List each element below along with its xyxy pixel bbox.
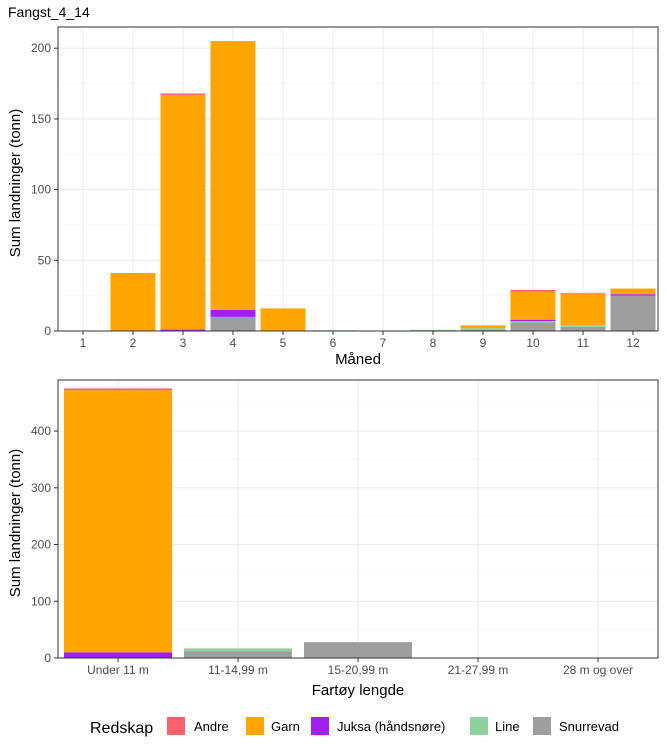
bar-garn-3 (160, 94, 206, 330)
y-axis-title: Sum landninger (tonn) (7, 449, 24, 597)
y-tick-label: 150 (31, 112, 51, 126)
x-tick-label-5: 5 (280, 336, 287, 350)
bar-snurrevad-9 (460, 329, 506, 331)
x-tick-label-11: 11 (577, 336, 590, 350)
legend: Redskap Andre Garn Juksa (håndsnøre) Lin… (90, 717, 619, 737)
bar-snurrevad-12 (610, 295, 656, 331)
bar-garn-2 (110, 273, 156, 331)
y-tick-label: 0 (44, 651, 51, 665)
x-tick-label-under-11-m: Under 11 m (87, 663, 149, 677)
bar-garn-11 (560, 292, 606, 326)
x-tick-label-4: 4 (230, 336, 237, 350)
legend-label-juksa: Juksa (håndsnøre) (337, 719, 445, 734)
chart-by-vessel-length: 0 100 200 300 400 Under 11 m 11-14,99 m 15-20,9… (7, 379, 659, 699)
x-tick-label-21-27-99-m: 21-27,99 m (448, 663, 509, 677)
bar-garn-10 (510, 291, 556, 320)
bar-line-8 (410, 329, 456, 331)
bar-snurrevad-4 (210, 316, 256, 331)
bar-line-9 (460, 328, 506, 330)
bar-garn-5 (260, 308, 306, 331)
bar-garn-4 (210, 41, 256, 310)
x-tick-label-15-20-99-m: 15-20,99 m (328, 663, 389, 677)
bar-line-11-14-99-m (184, 648, 292, 652)
x-tick-label-8: 8 (430, 336, 437, 350)
bar-andre-3 (160, 93, 206, 95)
legend-title: Redskap (90, 720, 153, 737)
bar-juksa-h-ndsn-re-12 (610, 294, 656, 296)
bar-andre-10 (510, 289, 556, 292)
panel-border (57, 26, 659, 332)
y-tick-label: 100 (31, 183, 51, 197)
bar-garn-under-11-m (64, 390, 172, 653)
bar-line-10 (510, 321, 556, 323)
legend-label-line: Line (495, 719, 520, 734)
legend-swatch-line (470, 717, 488, 735)
x-axis-title: Fartøy lengde (312, 682, 405, 699)
y-tick-label: 100 (31, 594, 51, 608)
bar-snurrevad-10 (510, 322, 556, 331)
bar-garn-9 (460, 325, 506, 329)
bar-snurrevad-11 (560, 326, 606, 331)
legend-swatch-andre (167, 717, 185, 735)
page-title: Fangst_4_14 (8, 4, 90, 20)
legend-swatch-garn (246, 717, 264, 735)
legend-swatch-snurrevad (533, 717, 551, 735)
x-tick-label-7: 7 (380, 336, 387, 350)
panel-border (57, 379, 659, 659)
x-tick-label-10: 10 (526, 336, 540, 350)
y-tick-label: 400 (31, 424, 51, 438)
x-tick-label-6: 6 (330, 336, 337, 350)
bar-garn-12 (610, 288, 656, 295)
y-tick-label: 200 (31, 41, 51, 55)
legend-label-garn: Garn (271, 719, 300, 734)
bar-line-11 (560, 325, 606, 327)
plot-background (58, 27, 658, 331)
bar-juksa-h-ndsn-re-3 (160, 329, 206, 331)
bar-snurrevad-15-20-99-m (304, 642, 412, 658)
x-tick-label-11-14-99-m: 11-14,99 m (208, 663, 268, 677)
x-tick-label-3: 3 (180, 336, 187, 350)
y-tick-label: 50 (38, 253, 52, 267)
legend-swatch-juksa (311, 717, 329, 735)
bar-juksa-h-ndsn-re-under-11-m (64, 652, 172, 658)
x-tick-label-9: 9 (480, 336, 487, 350)
y-tick-label: 300 (31, 481, 51, 495)
legend-label-snurrevad: Snurrevad (559, 719, 619, 734)
y-axis-title: Sum landninger (tonn) (7, 109, 24, 257)
bar-snurrevad-11-14-99-m (184, 651, 292, 658)
legend-label-andre: Andre (194, 719, 229, 734)
x-tick-label-1: 1 (80, 336, 87, 350)
y-tick-label: 0 (44, 324, 51, 338)
bar-andre-under-11-m (64, 388, 172, 391)
x-tick-label-28-m-og-over: 28 m og over (563, 663, 633, 677)
x-tick-label-12: 12 (626, 336, 640, 350)
bar-juksa-h-ndsn-re-4 (210, 309, 256, 317)
bar-juksa-h-ndsn-re-10 (510, 319, 556, 322)
x-tick-label-2: 2 (130, 336, 137, 350)
x-axis-title: Måned (335, 351, 381, 368)
y-tick-label: 200 (31, 538, 51, 552)
